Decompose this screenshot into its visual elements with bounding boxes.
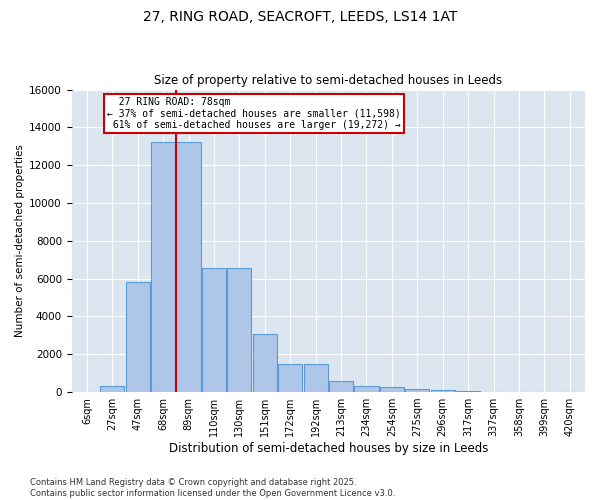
Text: Contains HM Land Registry data © Crown copyright and database right 2025.
Contai: Contains HM Land Registry data © Crown c…: [30, 478, 395, 498]
Text: 27, RING ROAD, SEACROFT, LEEDS, LS14 1AT: 27, RING ROAD, SEACROFT, LEEDS, LS14 1AT: [143, 10, 457, 24]
Bar: [278, 364, 302, 392]
Bar: [100, 386, 124, 392]
Bar: [431, 390, 455, 392]
Bar: [380, 387, 404, 392]
Bar: [202, 268, 226, 392]
Y-axis label: Number of semi-detached properties: Number of semi-detached properties: [15, 144, 25, 338]
Bar: [151, 142, 175, 392]
Title: Size of property relative to semi-detached houses in Leeds: Size of property relative to semi-detach…: [154, 74, 502, 87]
Bar: [405, 389, 430, 392]
Bar: [253, 334, 277, 392]
Bar: [125, 282, 150, 392]
Bar: [304, 364, 328, 392]
Bar: [355, 386, 379, 392]
Bar: [329, 380, 353, 392]
Bar: [456, 391, 480, 392]
Bar: [176, 142, 200, 392]
Bar: [227, 268, 251, 392]
Text: 27 RING ROAD: 78sqm
← 37% of semi-detached houses are smaller (11,598)
 61% of s: 27 RING ROAD: 78sqm ← 37% of semi-detach…: [107, 97, 401, 130]
X-axis label: Distribution of semi-detached houses by size in Leeds: Distribution of semi-detached houses by …: [169, 442, 488, 455]
